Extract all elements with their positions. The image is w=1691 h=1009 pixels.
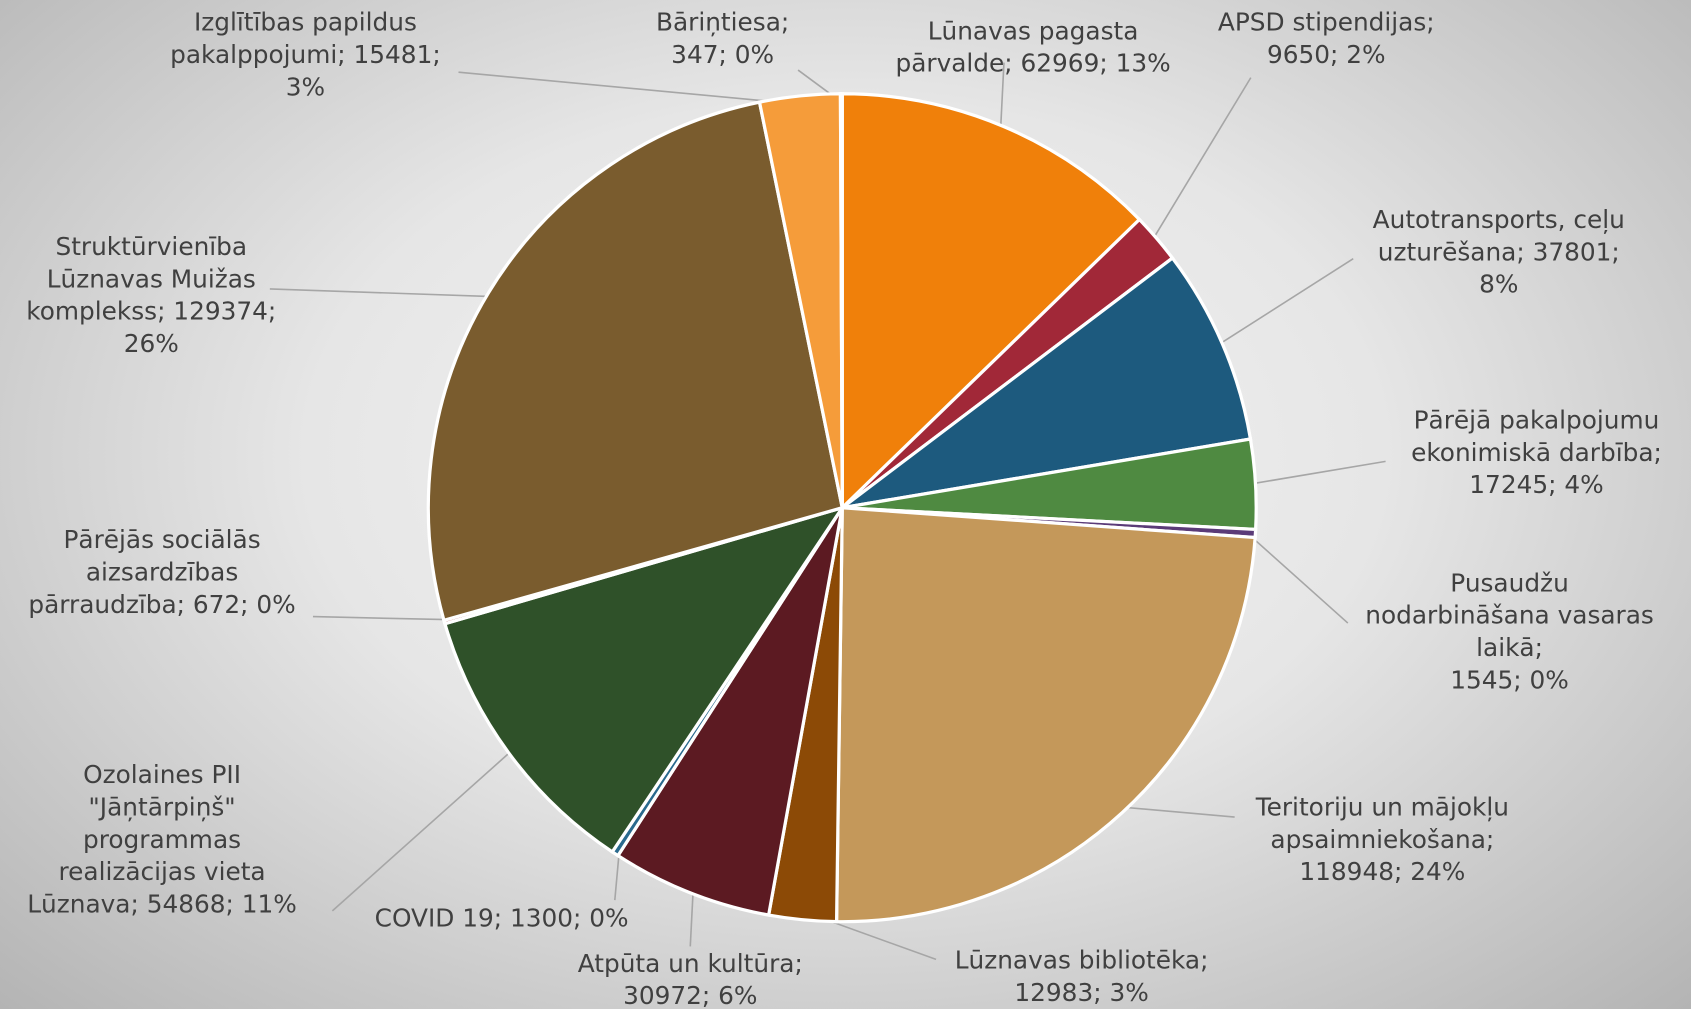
data-label: Izglītības papildus [194,8,417,37]
data-label: 8% [1479,270,1518,299]
data-label: 12983; 3% [1014,978,1148,1007]
pie-slice [841,255,1253,510]
pie-slice [838,92,844,508]
data-label: 17245; 4% [1469,470,1603,499]
data-label: Pārējās sociālās [63,525,260,554]
data-label: pakalppojumi; 15481; [170,40,441,69]
data-label: laikā; [1476,633,1543,662]
leader-line [1214,258,1354,348]
data-label: 3% [286,72,325,101]
data-label: apsaimniekošana; [1270,825,1494,854]
data-label: realizācijas vieta [58,857,265,886]
data-label: Lūznavas bibliotēka; [955,946,1209,975]
data-label: Lūznava; 54868; 11% [27,890,297,919]
data-label: Autotransports, ceļu [1373,205,1625,234]
data-label: komplekss; 129374; [26,297,276,326]
data-label: 1545; 0% [1450,665,1569,694]
data-label: Pusaudžu [1450,568,1568,597]
leader-line [312,615,453,621]
leader-line [1116,805,1235,818]
data-label: Struktūrvienība [55,232,247,261]
leader-line [269,288,496,298]
data-label: pārvalde; 62969; 13% [895,49,1170,78]
data-label: Lūznavas Muižas [47,264,256,293]
leader-line [1246,532,1349,624]
leader-line [458,71,801,106]
data-label: COVID 19; 1300; 0% [375,904,629,933]
data-label: 30972; 6% [623,981,757,1009]
data-label: uzturēšana; 37801; [1378,237,1620,266]
data-label: nodarbināšana vasaras [1365,601,1654,630]
data-label: Bāriņtiesa; [656,8,789,37]
pie-slice [442,504,847,855]
data-label: "Jāņtārpiņš" [88,792,235,821]
data-label: 118948; 24% [1299,857,1465,886]
data-label: Pārējā pakalpojumu [1414,405,1660,434]
data-label: Teritoriju un mājokļu [1255,792,1509,821]
data-label: aizsardzības [86,557,238,586]
data-label: 9650; 2% [1267,40,1386,69]
data-label: 26% [124,329,179,358]
data-label: Atpūta un kultūra; [578,949,803,978]
pie-slice [615,506,844,917]
pie-slice [426,100,845,623]
pie-slice [834,505,1257,924]
data-label: 347; 0% [671,40,774,69]
leader-line [999,62,1005,135]
data-label: APSD stipendijas; [1218,8,1435,37]
data-label: ekonimiskā darbība; [1411,438,1662,467]
pie-slice [840,92,1142,512]
data-label: programmas [83,825,241,854]
data-label: Ozolaines PII [83,760,241,789]
data-label: pārraudzība; 672; 0% [28,590,295,619]
leader-line [1247,460,1386,486]
data-label: Lūnavas pagasta [928,16,1139,45]
leader-line [331,747,516,912]
leader-lines [269,62,1386,961]
leader-line [1149,77,1252,245]
